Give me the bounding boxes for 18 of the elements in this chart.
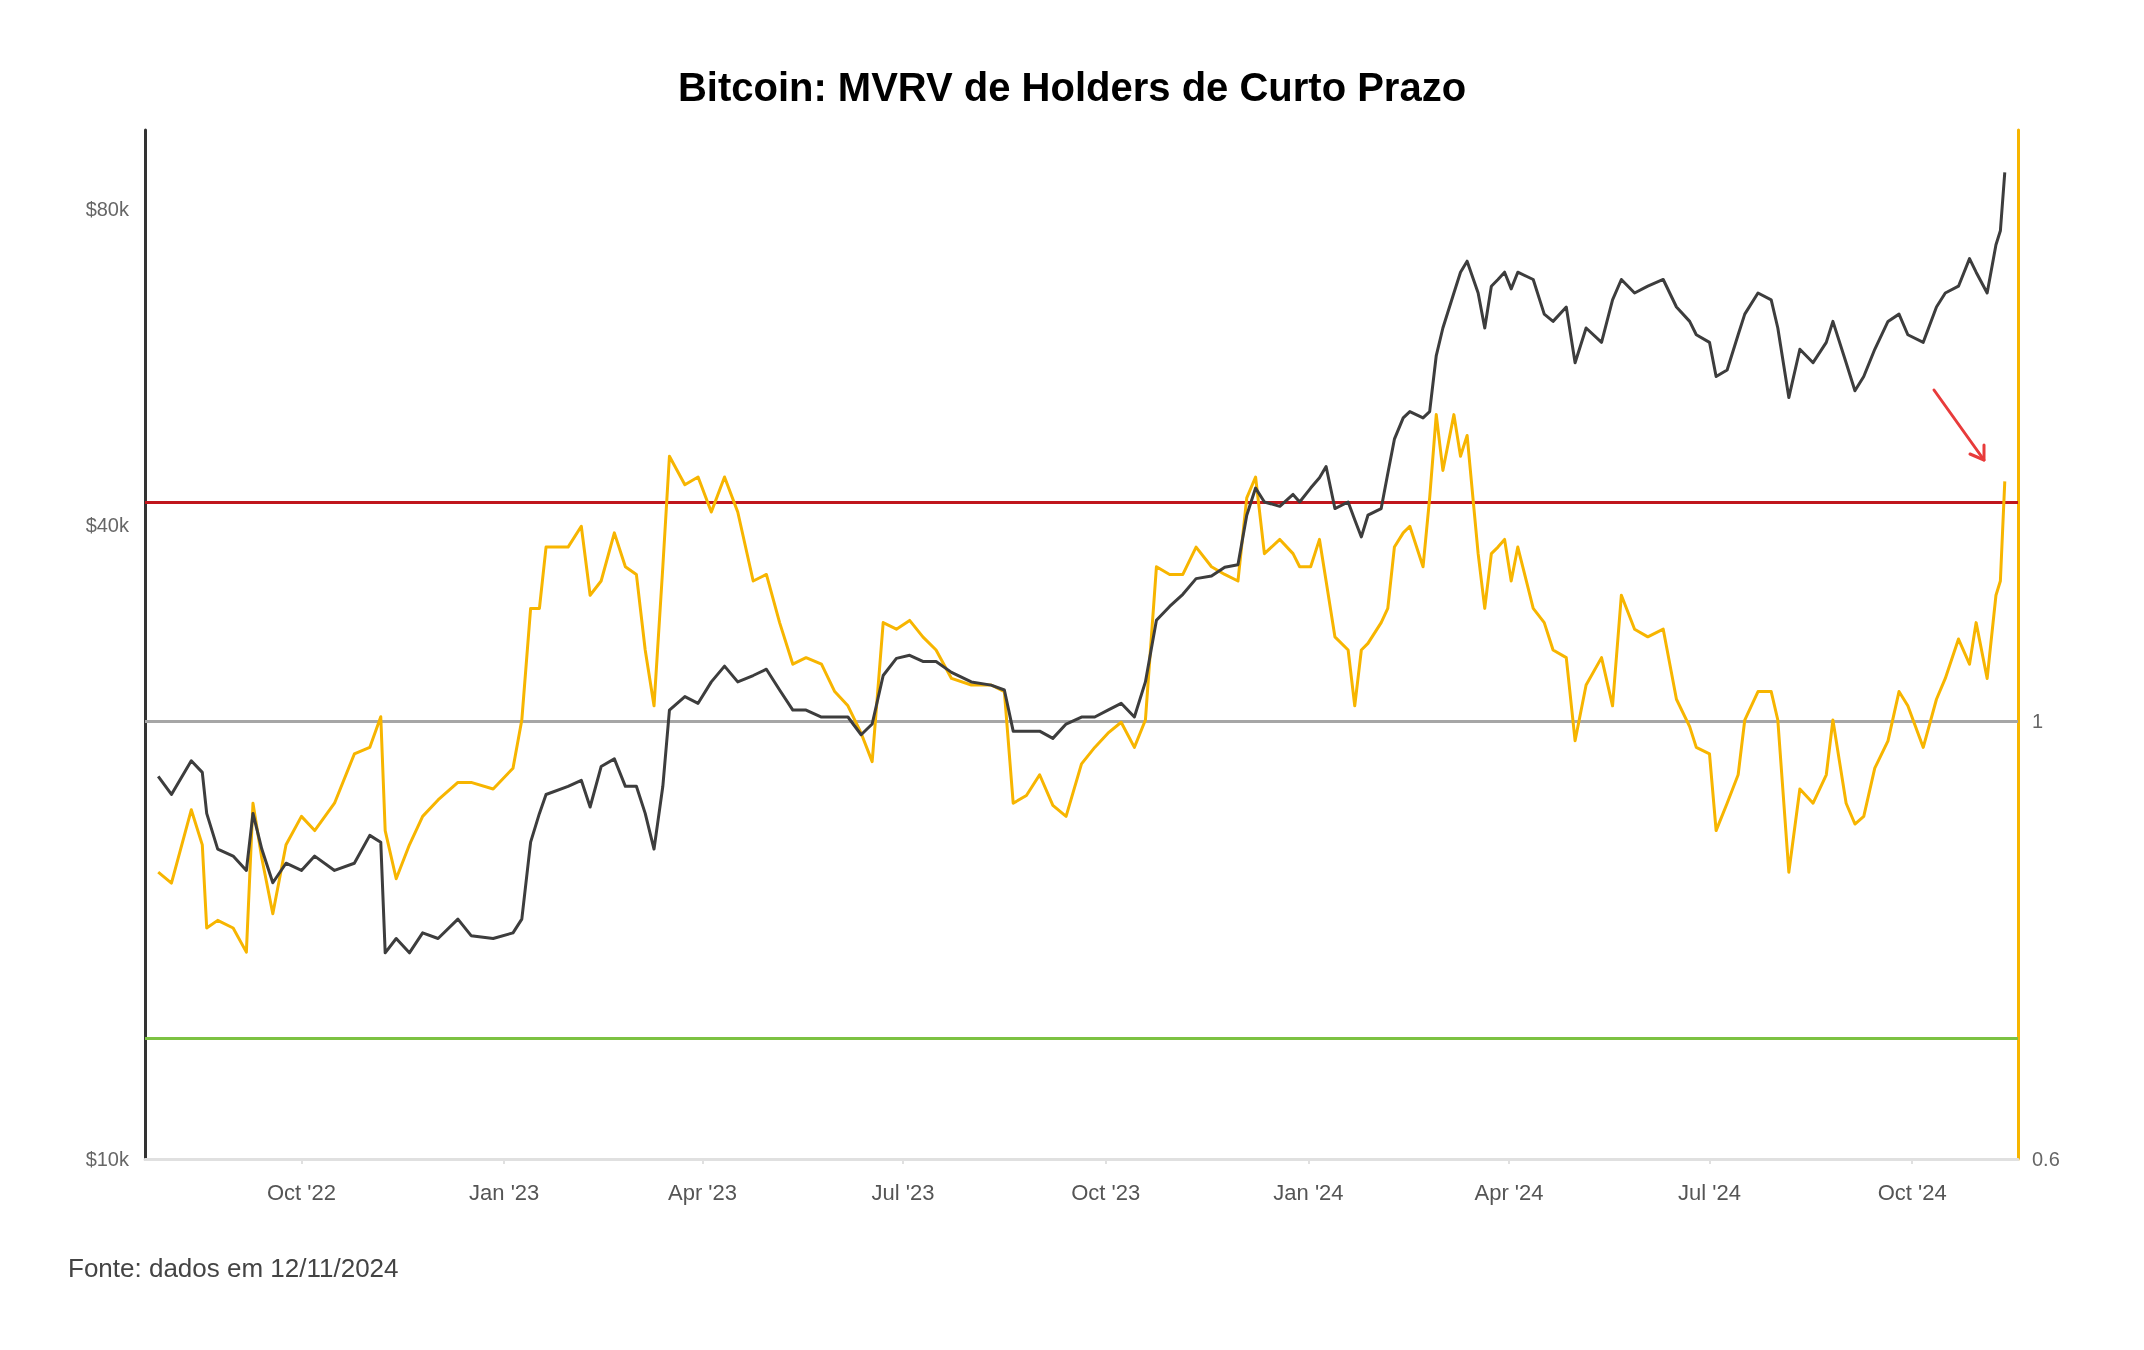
y2-tick-label: 1 <box>2032 710 2044 733</box>
x-tick-label: Jul '23 <box>871 1179 935 1205</box>
x-tick-label: Oct '22 <box>266 1179 336 1205</box>
chart-title: Bitcoin: MVRV de Holders de Curto Prazo <box>677 65 1467 109</box>
line-series <box>156 413 2007 954</box>
x-tick-label: Apr '24 <box>1474 1179 1544 1205</box>
x-tick-label: Oct '24 <box>1877 1179 1947 1205</box>
line-series <box>156 170 2007 955</box>
x-tick-label: Jul '24 <box>1678 1179 1741 1205</box>
x-tick-label: Jan '24 <box>1273 1179 1344 1205</box>
y2-tick-label: 0.6 <box>2032 1148 2060 1170</box>
x-tick-label: Oct '23 <box>1071 1179 1141 1205</box>
y-tick-label: $80k <box>85 197 130 220</box>
y-tick-label: $10k <box>85 1148 130 1170</box>
source-note: Fonte: dados em 12/11/2024 <box>68 1253 399 1283</box>
y-tick-label: $40k <box>85 514 130 537</box>
x-tick-label: Jan '23 <box>469 1179 540 1205</box>
x-tick-label: Apr '23 <box>667 1179 738 1205</box>
